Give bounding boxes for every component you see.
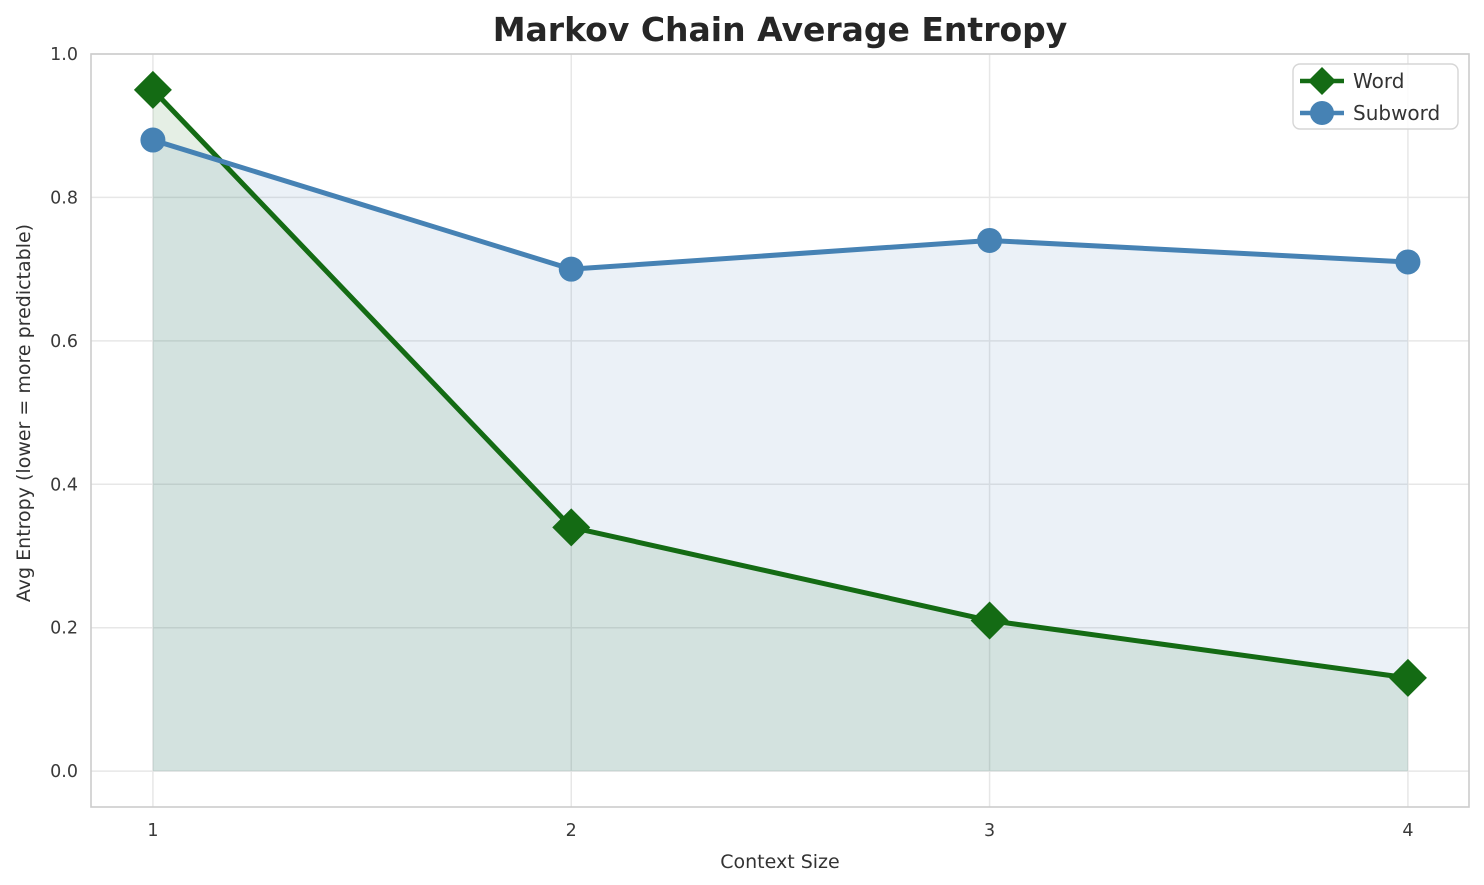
legend-item-subword: Subword <box>1300 101 1440 125</box>
y-tick-label: 0.2 <box>50 619 78 639</box>
diamond-icon <box>1308 67 1336 95</box>
y-axis-label: Avg Entropy (lower = more predictable) <box>13 224 35 602</box>
y-tick-label: 1.0 <box>50 45 78 65</box>
y-tick-label: 0.8 <box>50 188 78 208</box>
legend: Word Subword <box>1292 63 1459 130</box>
series-lines-and-markers <box>133 70 1427 697</box>
y-tick-label: 0.4 <box>50 475 78 495</box>
x-axis-label: Context Size <box>720 851 839 873</box>
subword-area-fill <box>152 140 1408 772</box>
legend-item-word: Word <box>1300 67 1404 95</box>
word-marker-diamond <box>1388 658 1427 697</box>
x-tick-label: 3 <box>984 821 995 841</box>
plot-border <box>90 53 1470 808</box>
y-tick-label: 0.6 <box>50 332 78 352</box>
circle-icon <box>1310 101 1334 125</box>
tick-labels: 0.0 0.2 0.4 0.6 0.8 1.0 1 2 3 4 <box>50 45 1413 841</box>
subword-marker-circle <box>1395 249 1421 275</box>
chart-title: Markov Chain Average Entropy <box>493 10 1068 49</box>
word-marker-diamond <box>552 508 591 547</box>
word-area-fill <box>152 89 1408 772</box>
legend-label-word: Word <box>1353 69 1404 93</box>
x-tick-label: 4 <box>1402 821 1413 841</box>
word-marker-diamond <box>133 70 172 109</box>
word-marker-diamond <box>970 601 1009 640</box>
legend-label-subword: Subword <box>1353 101 1440 125</box>
subword-marker-circle <box>140 127 166 153</box>
word-line <box>150 87 1411 681</box>
subword-marker-circle <box>977 227 1003 253</box>
area-fills <box>152 89 1408 772</box>
x-tick-label: 2 <box>566 821 577 841</box>
subword-marker-circle <box>558 256 584 282</box>
y-tick-label: 0.0 <box>50 762 78 782</box>
subword-line <box>150 137 1411 272</box>
x-tick-label: 1 <box>147 821 158 841</box>
